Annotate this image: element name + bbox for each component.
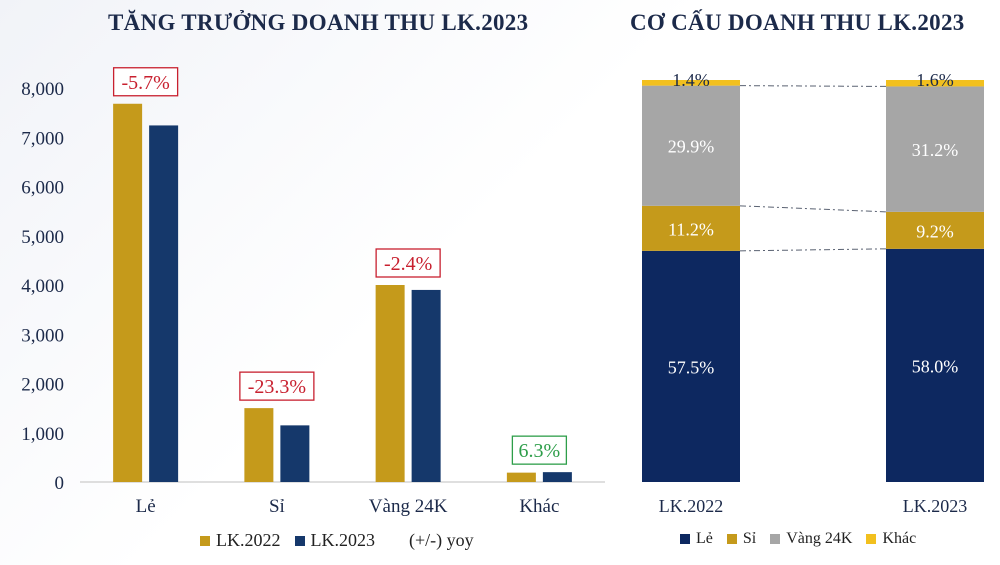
bar-vang-24k-lk-2023 <box>411 289 441 482</box>
y-tick-label: 4,000 <box>21 276 64 297</box>
yoy-box-si <box>239 371 315 401</box>
revenue-growth-panel: TĂNG TRƯỞNG DOANH THU LK.2023 0 1,000 2,00… <box>21 10 605 551</box>
legend-item-lk2022: LK.2022 <box>200 530 281 551</box>
segment-lk-2023-vang-24k <box>886 86 984 212</box>
segment-label-lk-2022-khac: 1.4% <box>672 70 710 90</box>
growth-bar-chart: 0 1,000 2,000 3,000 4,000 5,000 6,000 7,000 8,00… <box>21 67 605 517</box>
segment-lk-2023-khac <box>886 80 984 87</box>
legend-item-lk2023: LK.2023 <box>294 530 376 551</box>
bar-khac-lk-2023 <box>542 472 572 482</box>
legend-label-le: Lẻ <box>696 530 713 547</box>
x-tick-label-lk-2023: LK.2023 <box>903 496 968 516</box>
segment-label-lk-2023-khac: 1.6% <box>916 70 954 90</box>
bar-le-lk-2022 <box>113 103 143 482</box>
y-tick-label: 0 <box>55 473 65 494</box>
x-tick-label-vang-24k: Vàng 24K <box>369 496 448 517</box>
legend-label-lk2023: LK.2023 <box>310 530 376 550</box>
connector-line <box>739 248 887 252</box>
structure-legend: Lẻ Sỉ Vàng 24K Khác <box>680 530 930 548</box>
legend-item-le: Lẻ <box>680 530 713 548</box>
structure-stacked-chart: 57.5% 11.2% 29.9% 1.4% LK.2022 58.0% 9.2% 31.2%… <box>642 70 984 516</box>
legend-label-si: Sỉ <box>742 530 757 547</box>
growth-legend: LK.2022 LK.2023 (+/-) yoy <box>200 530 488 551</box>
yoy-box-le <box>112 67 179 97</box>
x-tick-label-si: Sỉ <box>269 496 285 517</box>
segment-lk-2022-vang-24k <box>642 85 740 206</box>
bar-si-lk-2023 <box>280 425 310 482</box>
segment-label-lk-2022-vang-24k: 29.9% <box>668 137 715 157</box>
yoy-label-khac: 6.3% <box>519 440 561 462</box>
segment-lk-2022-khac <box>642 80 740 86</box>
connector-line <box>739 205 887 213</box>
legend-label-lk2022: LK.2022 <box>216 530 281 550</box>
legend-label-khac: Khác <box>882 530 917 547</box>
y-tick-label: 7,000 <box>21 128 64 149</box>
legend-item-khac: Khác <box>866 530 916 548</box>
legend-item-vang-24k: Vàng 24K <box>770 530 852 548</box>
x-tick-label-lk-2022: LK.2022 <box>659 496 724 516</box>
segment-label-lk-2023-le: 58.0% <box>912 356 959 376</box>
yoy-label-le: -5.7% <box>121 72 169 94</box>
connector-line <box>739 85 887 87</box>
segment-lk-2023-le <box>886 248 984 482</box>
growth-chart-title: TĂNG TRƯỞNG DOANH THU LK.2023 <box>108 10 529 35</box>
bar-vang-24k-lk-2022 <box>375 285 405 482</box>
segment-lk-2022-si <box>642 205 740 251</box>
legend-swatch-khac <box>866 534 877 544</box>
yoy-box-vang-24k <box>375 248 441 278</box>
y-tick-label: 2,000 <box>21 375 64 396</box>
structure-chart-title: CƠ CẤU DOANH THU LK.2023 <box>630 10 965 35</box>
bar-khac-lk-2022 <box>506 472 536 482</box>
segment-lk-2023-si <box>886 211 984 249</box>
bar-si-lk-2022 <box>244 408 274 482</box>
y-tick-label: 6,000 <box>21 178 64 199</box>
segment-label-lk-2022-le: 57.5% <box>668 357 715 377</box>
y-tick-label: 1,000 <box>21 424 64 445</box>
yoy-label-vang-24k: -2.4% <box>384 253 432 275</box>
y-tick-label: 8,000 <box>21 79 64 100</box>
legend-swatch-le <box>680 534 690 544</box>
segment-label-lk-2023-vang-24k: 31.2% <box>912 140 959 160</box>
y-tick-label: 3,000 <box>21 325 64 346</box>
x-tick-label-khac: Khác <box>519 496 559 517</box>
segment-label-lk-2022-si: 11.2% <box>668 219 714 239</box>
segment-lk-2022-le <box>642 250 740 482</box>
yoy-box-khac <box>511 435 568 465</box>
x-tick-label-le: Lẻ <box>136 496 156 517</box>
bar-le-lk-2023 <box>149 125 179 483</box>
legend-swatch-vang-24k <box>770 534 781 544</box>
legend-swatch-si <box>726 534 737 544</box>
yoy-label-si: -23.3% <box>248 376 306 398</box>
legend-item-yoy: (+/-) yoy <box>409 530 474 551</box>
segment-label-lk-2023-si: 9.2% <box>916 221 954 241</box>
legend-label-vang-24k: Vàng 24K <box>786 530 853 547</box>
legend-label-yoy: (+/-) yoy <box>409 530 474 550</box>
legend-item-si: Sỉ <box>726 530 757 548</box>
y-tick-label: 5,000 <box>21 227 64 248</box>
legend-swatch-lk2022 <box>200 535 210 546</box>
legend-swatch-lk2023 <box>294 535 305 546</box>
revenue-structure-panel: CƠ CẤU DOANH THU LK.2023 57.5% 11.2% 29.9%… <box>620 0 1000 565</box>
